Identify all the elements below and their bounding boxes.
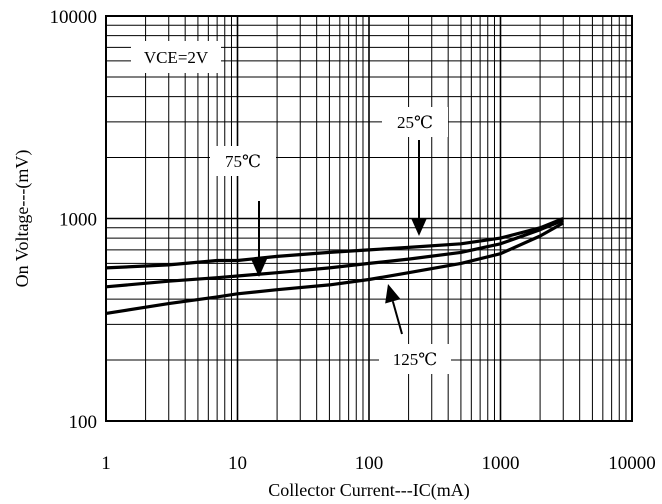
annotation-125c-background [379, 344, 451, 374]
arrow-25c-head [411, 218, 427, 236]
x-tick-label: 100 [355, 453, 384, 474]
annotation-125c: 125℃ [379, 344, 451, 374]
y-tick-label: 10000 [50, 7, 98, 28]
arrow-125c-head [385, 284, 401, 304]
series-lines [105, 217, 564, 315]
x-tick-label: 1000 [482, 453, 520, 474]
arrow-75c-head [251, 259, 267, 277]
annotation-75c: 75℃ [210, 146, 276, 176]
y-tick-label: 100 [69, 412, 98, 433]
arrow-125c-shaft [391, 301, 403, 335]
series-line-2 [105, 221, 564, 315]
annotation-25c-background [382, 107, 448, 137]
y-axis-title: On Voltage---(mV) [12, 150, 33, 288]
annotation-75c-label: 75℃ [225, 152, 261, 171]
annotation-25c-label: 25℃ [397, 113, 433, 132]
x-tick-label: 10 [228, 453, 247, 474]
annotation-vce-background [131, 41, 221, 73]
annotation-vce: VCE=2V [131, 41, 221, 73]
plot-frame [105, 15, 633, 422]
series-line-0 [105, 217, 564, 270]
x-axis-title: Collector Current---IC(mA) [268, 480, 469, 501]
y-tick-labels: 100 1000 10000 [50, 7, 98, 433]
annotation-25c: 25℃ [382, 107, 448, 137]
annotation-125c-label: 125℃ [393, 350, 438, 369]
y-tick-label: 1000 [59, 210, 97, 231]
grid-major-lines [106, 16, 632, 421]
annotation-arrows [251, 140, 427, 335]
annotation-vce-label: VCE=2V [144, 48, 209, 67]
series-line-1 [105, 218, 564, 289]
x-tick-label: 1 [101, 453, 111, 474]
annotation-75c-background [210, 146, 276, 176]
x-tick-label: 10000 [608, 453, 656, 474]
x-tick-labels: 1 10 100 1000 10000 [101, 453, 656, 474]
